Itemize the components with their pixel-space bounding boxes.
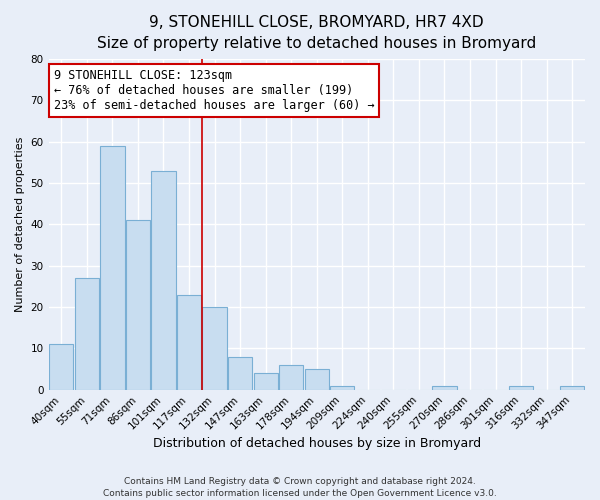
Bar	[100, 146, 125, 390]
Bar	[151, 170, 176, 390]
Bar	[254, 373, 278, 390]
Text: Contains HM Land Registry data © Crown copyright and database right 2024.
Contai: Contains HM Land Registry data © Crown c…	[103, 476, 497, 498]
Title: 9, STONEHILL CLOSE, BROMYARD, HR7 4XD
Size of property relative to detached hous: 9, STONEHILL CLOSE, BROMYARD, HR7 4XD Si…	[97, 15, 536, 51]
Bar	[279, 365, 304, 390]
Bar	[202, 307, 227, 390]
Bar	[177, 294, 201, 390]
X-axis label: Distribution of detached houses by size in Bromyard: Distribution of detached houses by size …	[153, 437, 481, 450]
Y-axis label: Number of detached properties: Number of detached properties	[15, 136, 25, 312]
Bar	[49, 344, 73, 390]
Bar	[560, 386, 584, 390]
Bar	[126, 220, 150, 390]
Bar	[330, 386, 355, 390]
Bar	[75, 278, 99, 390]
Bar	[433, 386, 457, 390]
Bar	[509, 386, 533, 390]
Bar	[305, 369, 329, 390]
Bar	[228, 356, 252, 390]
Text: 9 STONEHILL CLOSE: 123sqm
← 76% of detached houses are smaller (199)
23% of semi: 9 STONEHILL CLOSE: 123sqm ← 76% of detac…	[54, 69, 374, 112]
